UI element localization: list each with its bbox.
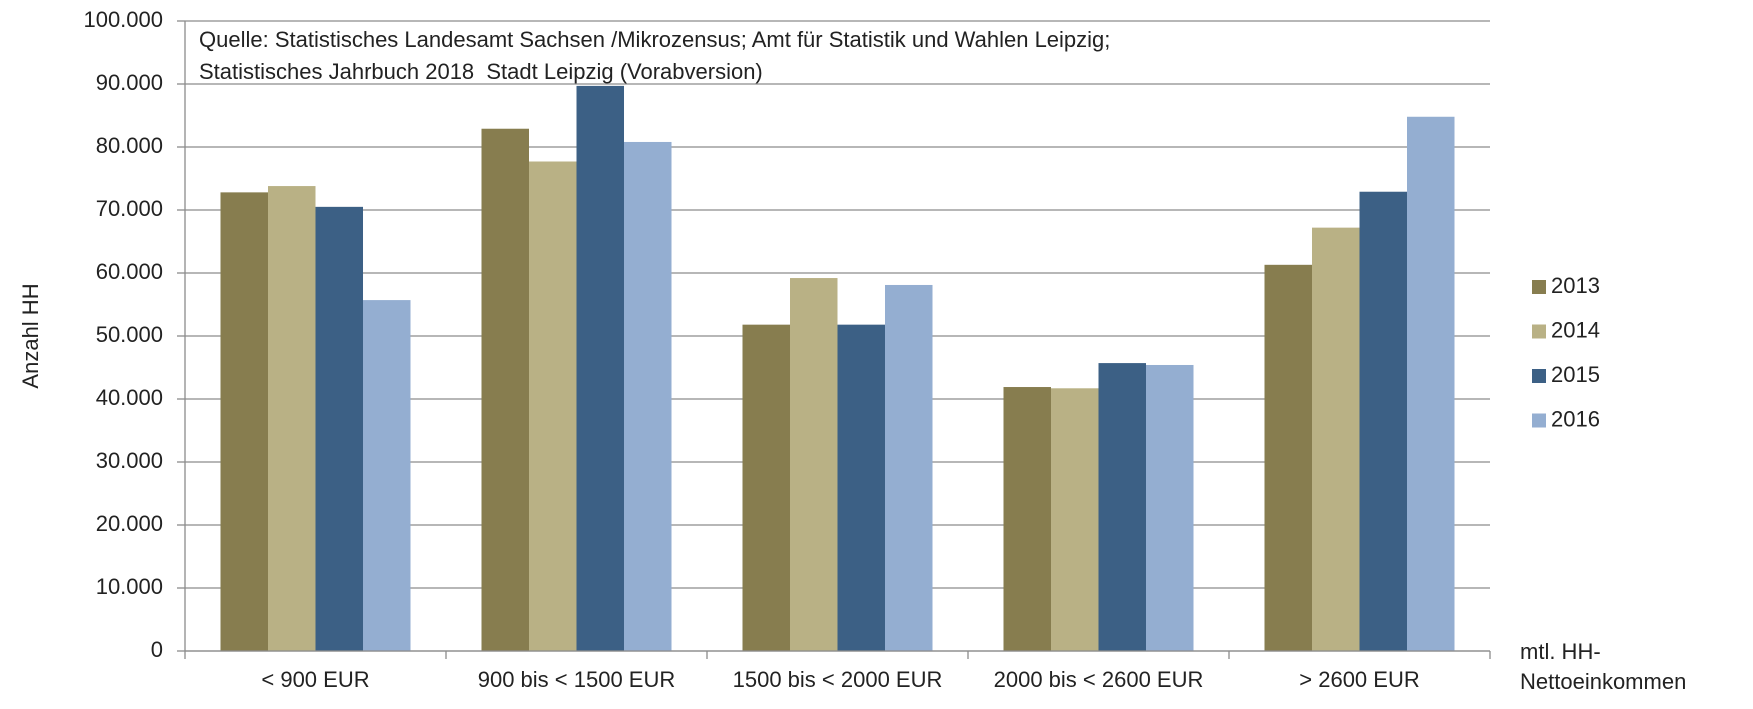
bar [576, 85, 625, 651]
bar [1311, 227, 1360, 651]
y-tick-label: 80.000 [96, 133, 163, 158]
bar [315, 206, 364, 651]
y-tick-label: 0 [151, 637, 163, 662]
bar [742, 324, 790, 651]
source-line: Quelle: Statistisches Landesamt Sachsen … [199, 27, 1110, 52]
y-tick-label: 100.000 [83, 7, 163, 32]
legend-label: 2014 [1551, 317, 1600, 342]
bar [1098, 363, 1147, 651]
x-tick-label: 2000 bis < 2600 EUR [994, 667, 1204, 692]
y-tick-label: 60.000 [96, 259, 163, 284]
bar [624, 141, 672, 651]
legend-swatch [1532, 413, 1546, 428]
x-axis-title: mtl. HH- [1520, 639, 1601, 664]
bar [220, 192, 268, 652]
bar [267, 186, 316, 651]
bar [1003, 387, 1051, 651]
bar [837, 324, 886, 651]
legend-swatch [1532, 280, 1546, 294]
legend-label: 2013 [1551, 273, 1600, 298]
x-tick-label: > 2600 EUR [1299, 667, 1419, 692]
y-tick-label: 10.000 [96, 574, 163, 599]
source-line: Statistisches Jahrbuch 2018 Stadt Leipzi… [199, 59, 763, 84]
y-axis-title: Anzahl HH [18, 283, 43, 388]
x-axis-title: Nettoeinkommen [1520, 669, 1686, 694]
x-tick-label: < 900 EUR [261, 667, 369, 692]
y-tick-label: 90.000 [96, 70, 163, 95]
x-tick-label: 900 bis < 1500 EUR [478, 667, 676, 692]
bar [528, 161, 577, 652]
bar [1359, 191, 1408, 652]
bar [1407, 116, 1455, 651]
bar [1264, 264, 1312, 651]
legend-swatch [1532, 324, 1546, 339]
y-tick-label: 50.000 [96, 322, 163, 347]
bar [1050, 388, 1099, 651]
legend-label: 2016 [1551, 406, 1600, 431]
bar [1146, 364, 1194, 651]
bar [885, 284, 933, 651]
bar [481, 128, 529, 652]
y-tick-label: 40.000 [96, 385, 163, 410]
legend-swatch [1532, 369, 1546, 383]
x-tick-label: 1500 bis < 2000 EUR [733, 667, 943, 692]
legend-label: 2015 [1551, 362, 1600, 387]
y-tick-label: 30.000 [96, 448, 163, 473]
bar [363, 300, 411, 651]
y-tick-label: 20.000 [96, 511, 163, 536]
y-tick-label: 70.000 [96, 196, 163, 221]
bar [789, 278, 838, 651]
